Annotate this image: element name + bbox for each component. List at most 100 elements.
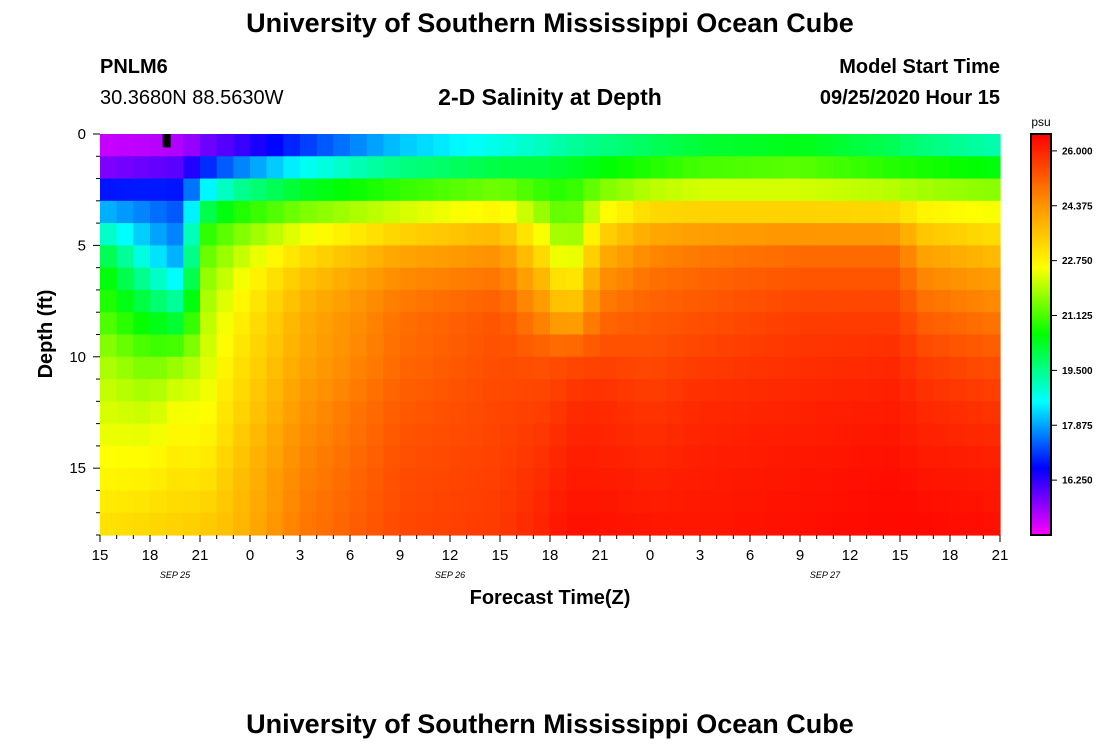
heatmap-cell	[766, 200, 784, 224]
heatmap-cell	[450, 245, 468, 269]
heatmap-cell	[683, 134, 701, 157]
heatmap-cell	[616, 223, 634, 246]
x-tick-label: 21	[592, 547, 609, 564]
heatmap-cell	[266, 267, 284, 291]
heatmap-cell	[550, 445, 568, 469]
heatmap-cell	[150, 223, 168, 246]
heatmap-cell	[216, 445, 234, 469]
heatmap-cell	[516, 245, 534, 269]
colorbar-ticks: 26.000 24.375 22.750 21.125 19.500 17.875 16.2…	[1051, 146, 1093, 487]
heatmap-cell	[350, 512, 368, 536]
heatmap-cell	[933, 134, 951, 157]
heatmap-cell	[300, 312, 318, 336]
heatmap-cell	[400, 289, 418, 313]
heatmap-cell	[933, 445, 951, 469]
heatmap-cell	[583, 512, 601, 536]
heatmap-cell	[733, 245, 751, 269]
heatmap-cell	[400, 423, 418, 447]
heatmap-cell	[500, 401, 518, 425]
heatmap-cell	[833, 289, 851, 313]
heatmap-cell	[450, 312, 468, 336]
x-tick-label: 6	[746, 547, 754, 564]
y-axis-label: Depth (ft)	[35, 290, 57, 379]
heatmap-cell	[750, 379, 768, 402]
heatmap-cell	[566, 468, 584, 492]
heatmap-cell	[583, 223, 601, 246]
heatmap-cell	[816, 423, 834, 447]
heatmap-cell	[800, 156, 818, 180]
colorbar-tick-label: 24.375	[1062, 201, 1093, 212]
heatmap-cell	[433, 423, 451, 447]
heatmap-cell	[166, 423, 184, 447]
heatmap-cell	[266, 445, 284, 469]
heatmap-cell	[650, 200, 668, 224]
heatmap-cell	[966, 200, 984, 224]
heatmap-cell	[533, 490, 551, 514]
heatmap-cell	[450, 267, 468, 291]
heatmap-cell	[150, 490, 168, 514]
heatmap-cell	[433, 334, 451, 358]
heatmap-cell	[700, 312, 718, 336]
heatmap-cell	[616, 334, 634, 358]
heatmap-cell	[716, 312, 734, 336]
heatmap-cell	[133, 401, 151, 425]
heatmap-cell	[100, 289, 118, 313]
heatmap-cell	[583, 289, 601, 313]
x-tick-label: 9	[396, 547, 404, 564]
station-id: PNLM6	[100, 56, 168, 78]
heatmap-cell	[533, 312, 551, 336]
heatmap-cell	[533, 334, 551, 358]
heatmap-cell	[666, 134, 684, 157]
heatmap-cell	[683, 401, 701, 425]
heatmap-cell	[466, 334, 484, 358]
heatmap-cell	[166, 245, 184, 269]
station-coordinates: 30.3680N 88.5630W	[100, 87, 284, 109]
heatmap-cell	[433, 356, 451, 380]
heatmap-cell	[166, 490, 184, 514]
heatmap-cell	[266, 156, 284, 180]
heatmap-cell	[400, 445, 418, 469]
heatmap-cell	[766, 223, 784, 246]
heatmap-cell	[100, 490, 118, 514]
heatmap-cell	[266, 134, 284, 157]
heatmap-cell	[966, 134, 984, 157]
heatmap-cell	[983, 312, 1001, 336]
heatmap-cell	[216, 468, 234, 492]
heatmap-cell	[633, 245, 651, 269]
heatmap-cell	[783, 334, 801, 358]
heatmap-cell	[600, 267, 618, 291]
heatmap-cell	[883, 379, 901, 402]
heatmap-cell	[850, 156, 868, 180]
heatmap-cell	[400, 490, 418, 514]
heatmap-cell	[366, 267, 384, 291]
heatmap-cell	[316, 468, 334, 492]
heatmap-cell	[150, 468, 168, 492]
heatmap-cell	[166, 512, 184, 536]
heatmap-cell	[483, 178, 501, 202]
heatmap-cell	[683, 379, 701, 402]
heatmap-cell	[900, 245, 918, 269]
heatmap-cell	[316, 245, 334, 269]
heatmap-cell	[933, 423, 951, 447]
heatmap-cell	[966, 512, 984, 536]
heatmap-cell	[700, 356, 718, 380]
heatmap-cell	[616, 289, 634, 313]
heatmap-cell	[366, 312, 384, 336]
heatmap-cell	[966, 156, 984, 180]
heatmap-cell	[400, 512, 418, 536]
heatmap-cell	[583, 334, 601, 358]
heatmap-cell	[500, 490, 518, 514]
heatmap-cell	[316, 334, 334, 358]
heatmap-cell	[133, 245, 151, 269]
heatmap-cell	[766, 134, 784, 157]
heatmap-cell	[716, 423, 734, 447]
heatmap-cell	[683, 445, 701, 469]
heatmap-cell	[633, 267, 651, 291]
heatmap-cell	[250, 423, 268, 447]
heatmap-cell	[350, 423, 368, 447]
heatmap-cell	[216, 245, 234, 269]
heatmap-cell	[266, 401, 284, 425]
heatmap-cell	[350, 379, 368, 402]
heatmap-cell	[933, 200, 951, 224]
